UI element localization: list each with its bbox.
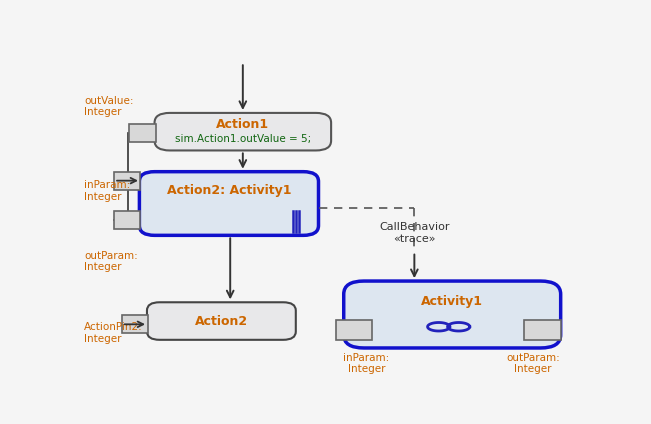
Text: ActionPin2:
Integer: ActionPin2: Integer: [84, 323, 143, 344]
Text: inParam:
Integer: inParam: Integer: [343, 353, 389, 374]
Bar: [114, 211, 141, 229]
Text: outParam:
Integer: outParam: Integer: [506, 353, 560, 374]
Text: «trace»: «trace»: [393, 234, 436, 243]
Text: Action1: Action1: [216, 118, 270, 131]
Text: CallBehavior: CallBehavior: [379, 222, 450, 232]
Bar: [114, 172, 141, 190]
Text: Activity1: Activity1: [421, 295, 483, 308]
FancyBboxPatch shape: [154, 113, 331, 151]
Text: outValue:
Integer: outValue: Integer: [84, 95, 133, 117]
Bar: [122, 315, 148, 333]
Text: Action2: Action2: [195, 315, 248, 328]
Bar: [130, 124, 156, 142]
Text: outParam:
Integer: outParam: Integer: [84, 251, 137, 272]
Text: sim.Action1.outValue = 5;: sim.Action1.outValue = 5;: [174, 134, 311, 144]
FancyBboxPatch shape: [344, 281, 561, 348]
FancyBboxPatch shape: [139, 172, 318, 235]
Bar: [524, 320, 561, 340]
Text: Action2: Activity1: Action2: Activity1: [167, 184, 291, 197]
Text: inParam:
Integer: inParam: Integer: [84, 181, 130, 202]
Bar: [336, 320, 372, 340]
FancyBboxPatch shape: [147, 302, 296, 340]
